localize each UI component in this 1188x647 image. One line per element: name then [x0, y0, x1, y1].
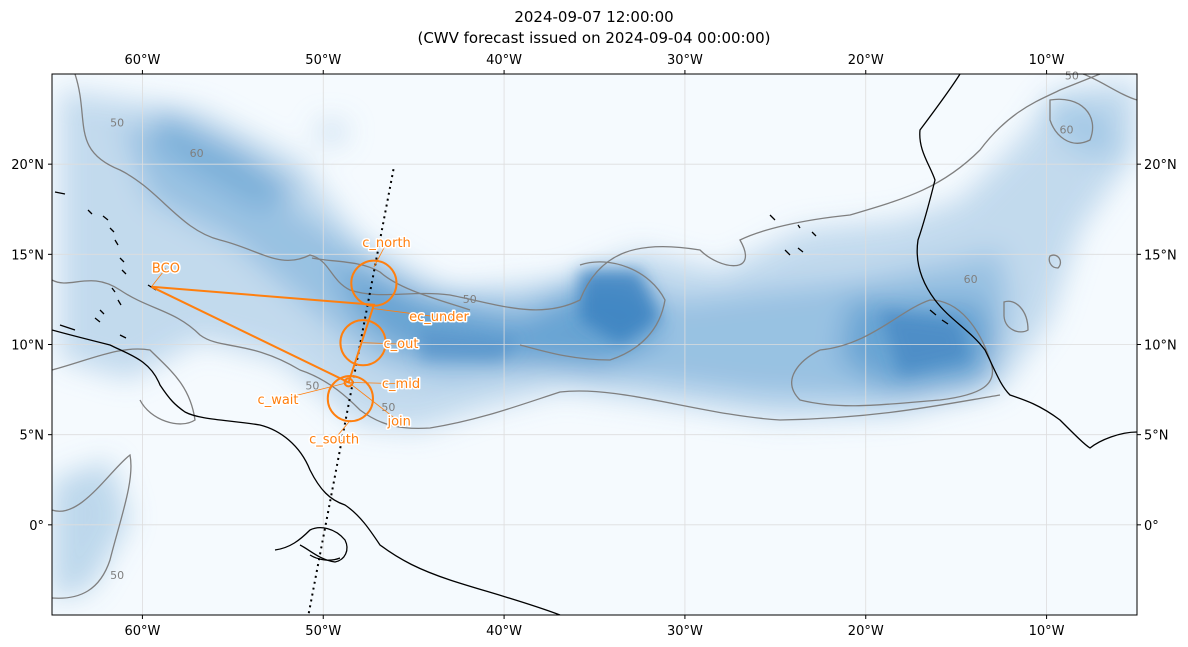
contour-label: 60 — [190, 147, 204, 160]
lat-tick-label-left: 15°N — [11, 248, 44, 263]
label-halo: join — [386, 415, 410, 430]
lon-tick-label-top: 60°W — [124, 53, 160, 68]
cwv-field — [52, 80, 1137, 600]
map-subtitle: (CWV forecast issued on 2024-09-04 00:00… — [417, 29, 771, 47]
label-leader — [348, 381, 402, 385]
label-halo: BCO — [152, 261, 180, 276]
label-halo: c_north — [362, 236, 411, 251]
lat-tick-label-left: 5°N — [20, 429, 45, 444]
contour-label: 50 — [305, 380, 319, 393]
lat-tick-label-right: 20°N — [1144, 158, 1177, 173]
lat-tick-label-right: 15°N — [1144, 248, 1177, 263]
label-halo: c_out — [384, 337, 419, 352]
waypoint-label: c_south — [309, 433, 359, 448]
label-halo: ec_under — [409, 310, 469, 325]
waypoint-label: join — [386, 415, 410, 430]
label-halo: c_south — [309, 433, 359, 448]
waypoint-label: BCO — [152, 261, 180, 276]
lat-tick-label-left: 0° — [29, 519, 44, 534]
lat-tick-label-right: 0° — [1144, 519, 1159, 534]
label-leader — [372, 308, 440, 318]
lon-tick-label-top: 30°W — [667, 53, 703, 68]
label-halo: c_mid — [382, 377, 420, 392]
lat-tick-label-left: 20°N — [11, 158, 44, 173]
waypoint-label: c_wait — [258, 393, 299, 408]
label-leader — [333, 419, 351, 440]
lon-tick-label-top: 20°W — [848, 53, 884, 68]
lon-tick-label-bottom: 40°W — [486, 624, 522, 639]
contour-label: 50 — [110, 116, 124, 129]
lon-tick-label-top: 40°W — [486, 53, 522, 68]
label-leader — [373, 242, 387, 268]
waypoint-label: c_mid — [382, 377, 420, 392]
flight-labels: BCOBCOc_northc_northec_underec_underc_ou… — [150, 235, 471, 450]
label-leader — [363, 342, 402, 345]
contour-label: 60 — [964, 273, 978, 286]
circle-c_north — [350, 259, 398, 307]
map-title: 2024-09-07 12:00:00 — [514, 8, 674, 26]
coastlines — [52, 74, 1137, 615]
cwv-contours — [52, 74, 1137, 599]
label-leader — [348, 382, 400, 422]
circle-c_south — [326, 374, 374, 423]
lat-tick-label-right: 5°N — [1144, 429, 1169, 444]
contour-label: 50 — [110, 569, 124, 582]
lat-tick-label-left: 10°N — [11, 339, 44, 354]
lon-tick-label-bottom: 30°W — [667, 624, 703, 639]
lon-tick-label-bottom: 20°W — [848, 624, 884, 639]
label-leader — [277, 381, 349, 401]
label-leader — [151, 268, 167, 288]
lon-tick-label-top: 50°W — [305, 53, 341, 68]
lon-tick-label-bottom: 10°W — [1029, 624, 1065, 639]
waypoint-label: c_north — [362, 236, 411, 251]
flight-circles — [326, 259, 398, 423]
lon-tick-label-bottom: 60°W — [124, 624, 160, 639]
contour-label: 50 — [381, 401, 395, 414]
gridlines — [52, 74, 1137, 615]
axis-ticks: 60°W 60°W 50°W 50°W 40°W 40°W 30°W 30°W 20°W 20°W… — [11, 53, 1177, 639]
circle-c_out — [339, 319, 387, 367]
lon-tick-label-top: 10°W — [1029, 53, 1065, 68]
lon-tick-label-bottom: 50°W — [305, 624, 341, 639]
contour-label: 60 — [1059, 124, 1073, 137]
waypoint-label: c_out — [384, 337, 419, 352]
waypoint-label: ec_under — [409, 310, 469, 325]
flight-track — [151, 285, 376, 384]
contour-label: 50 — [463, 293, 477, 306]
lat-tick-label-right: 10°N — [1144, 339, 1177, 354]
contour-label: 50 — [1065, 69, 1079, 82]
label-halo: c_wait — [258, 393, 299, 408]
